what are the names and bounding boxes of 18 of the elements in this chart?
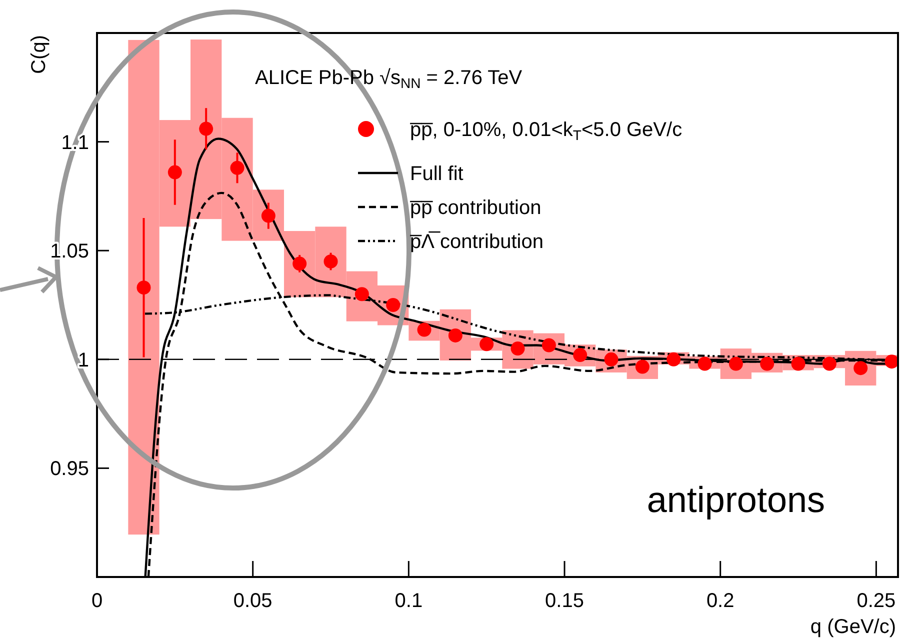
y-tick-label: 0.95 bbox=[50, 458, 89, 480]
legend-label: p̅p̅, 0-10%, 0.01<k$_{T}$<5.0 GeV/c bbox=[410, 119, 682, 142]
x-tick-label: 0.05 bbox=[233, 590, 272, 612]
annotation: antiprotons bbox=[646, 479, 825, 520]
x-axis-title: q (GeV/c) bbox=[810, 616, 896, 638]
legend-label: Full fit bbox=[410, 163, 464, 185]
y-tick-label: 1.05 bbox=[50, 240, 89, 263]
x-tick-label: 0.25 bbox=[856, 590, 896, 612]
y-axis-title: C(q) bbox=[28, 35, 50, 74]
x-tick-label: 0 bbox=[91, 590, 103, 612]
x-tick-label: 0.1 bbox=[394, 590, 423, 612]
legend-label: p̅Λ̅ contribution bbox=[410, 231, 544, 253]
x-tick-label: 0.15 bbox=[545, 590, 584, 612]
annotation: ALICE Pb-Pb √s$_{NN}$ = 2.76 TeV bbox=[255, 67, 523, 90]
y-tick-label: 1 bbox=[78, 349, 89, 372]
y-tick-label: 1.1 bbox=[61, 132, 89, 154]
x-tick-label: 0.2 bbox=[706, 590, 734, 612]
legend-label: p̅p̅ contribution bbox=[410, 197, 542, 219]
